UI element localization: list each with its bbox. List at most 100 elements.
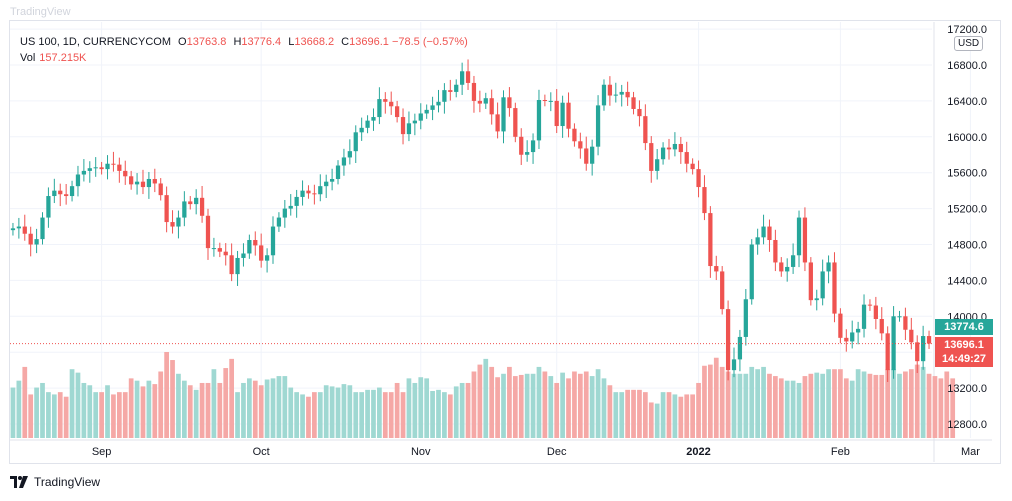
candle-body [619,91,624,95]
tradingview-footer[interactable]: TradingView [10,475,100,489]
close-price-tag: 13696.1 14:49:27 [935,337,993,367]
candle-body [140,181,146,188]
candle-body [247,240,252,254]
volume-bar [501,373,506,438]
change-value: −78.5 (−0.57%) [391,36,468,48]
candle-body [879,318,884,334]
volume-bar [832,369,837,438]
candle-body [10,228,16,231]
volume-bar [755,369,761,438]
volume-bar [87,385,93,438]
candle-body [465,71,471,83]
last-price-tag: 13774.6 [935,319,993,335]
volume-bar [211,369,217,438]
candle-body [442,90,447,102]
candle-body [300,190,305,197]
candle-body [779,262,784,272]
volume-bar [465,382,471,438]
candle-body [808,262,813,301]
volume-bar [595,369,601,438]
x-tick-label: Oct [253,446,270,458]
volume-bar [838,369,843,438]
close-key: C [341,36,350,48]
chart-frame[interactable] [9,20,1001,464]
candle-body [64,194,69,197]
volume-bar [193,389,199,438]
candle-body [259,245,264,261]
currency-badge[interactable]: USD [954,36,984,51]
volume-bar [577,373,583,438]
volume-bar [323,385,329,438]
volume-bar [672,394,678,438]
symbol-title[interactable]: US 100, 1D, CURRENCYCOM [20,36,171,48]
x-tick-label: Sep [92,446,112,458]
candle-body [418,113,423,121]
volume-bar [40,382,45,438]
candle-body [176,217,181,227]
candle-body [542,100,548,102]
candle-body [773,240,778,263]
volume-bar [826,369,831,438]
volume-bar [235,392,240,438]
candle-body [69,186,75,197]
volume-bar [885,369,891,438]
volume-bar [684,394,690,438]
volume-bar [152,384,158,438]
candle-body [400,117,406,135]
volume-bar [601,378,607,438]
candle-body [495,114,500,132]
volume-bar [696,382,701,438]
volume-bar [530,373,536,438]
volume-bar [749,366,755,438]
volume-bar [778,378,784,438]
candle-body [737,336,743,360]
volume-bar [855,369,861,438]
candle-body [790,255,796,267]
volume-bar [583,371,589,438]
candle-body [253,240,258,246]
candle-body [921,336,926,362]
volume-bar [229,358,234,438]
candle-body [731,359,737,371]
volume-bar [181,380,187,438]
candle-body [625,91,630,98]
candle-body [672,143,678,150]
candle-body [578,141,583,149]
candle-body [359,127,364,133]
volume-bar [223,368,229,438]
volume-bar [75,372,81,438]
volume-bar [288,387,294,438]
candle-body [377,99,382,118]
candle-body [188,201,193,205]
y-tick-label: 14400.0 [947,275,987,287]
volume-bar [276,376,282,438]
volume-bar [737,373,743,438]
volume-label[interactable]: Vol [20,52,36,64]
volume-bar [666,392,672,438]
volume-bar [518,374,524,438]
volume-bar [122,392,128,438]
volume-bar [560,372,565,438]
candle-body [394,106,400,118]
volume-bar [873,374,879,438]
candle-body [926,336,932,344]
candle-body [477,100,482,104]
candle-body [276,217,282,227]
volume-bar [424,378,430,438]
candle-body [785,266,790,272]
volume-bar [572,371,577,438]
volume-bar [347,385,353,438]
volume-bar [176,373,181,438]
candle-body [40,217,45,240]
candle-body [294,196,299,206]
volume-bar [489,366,495,438]
volume-bar [637,389,642,438]
candle-body [371,117,376,121]
candle-body [708,213,713,267]
volume-bar [270,378,276,438]
candle-body [915,342,920,362]
volume-bar [589,376,595,438]
candle-body [660,147,666,160]
volume-bar [128,378,134,438]
